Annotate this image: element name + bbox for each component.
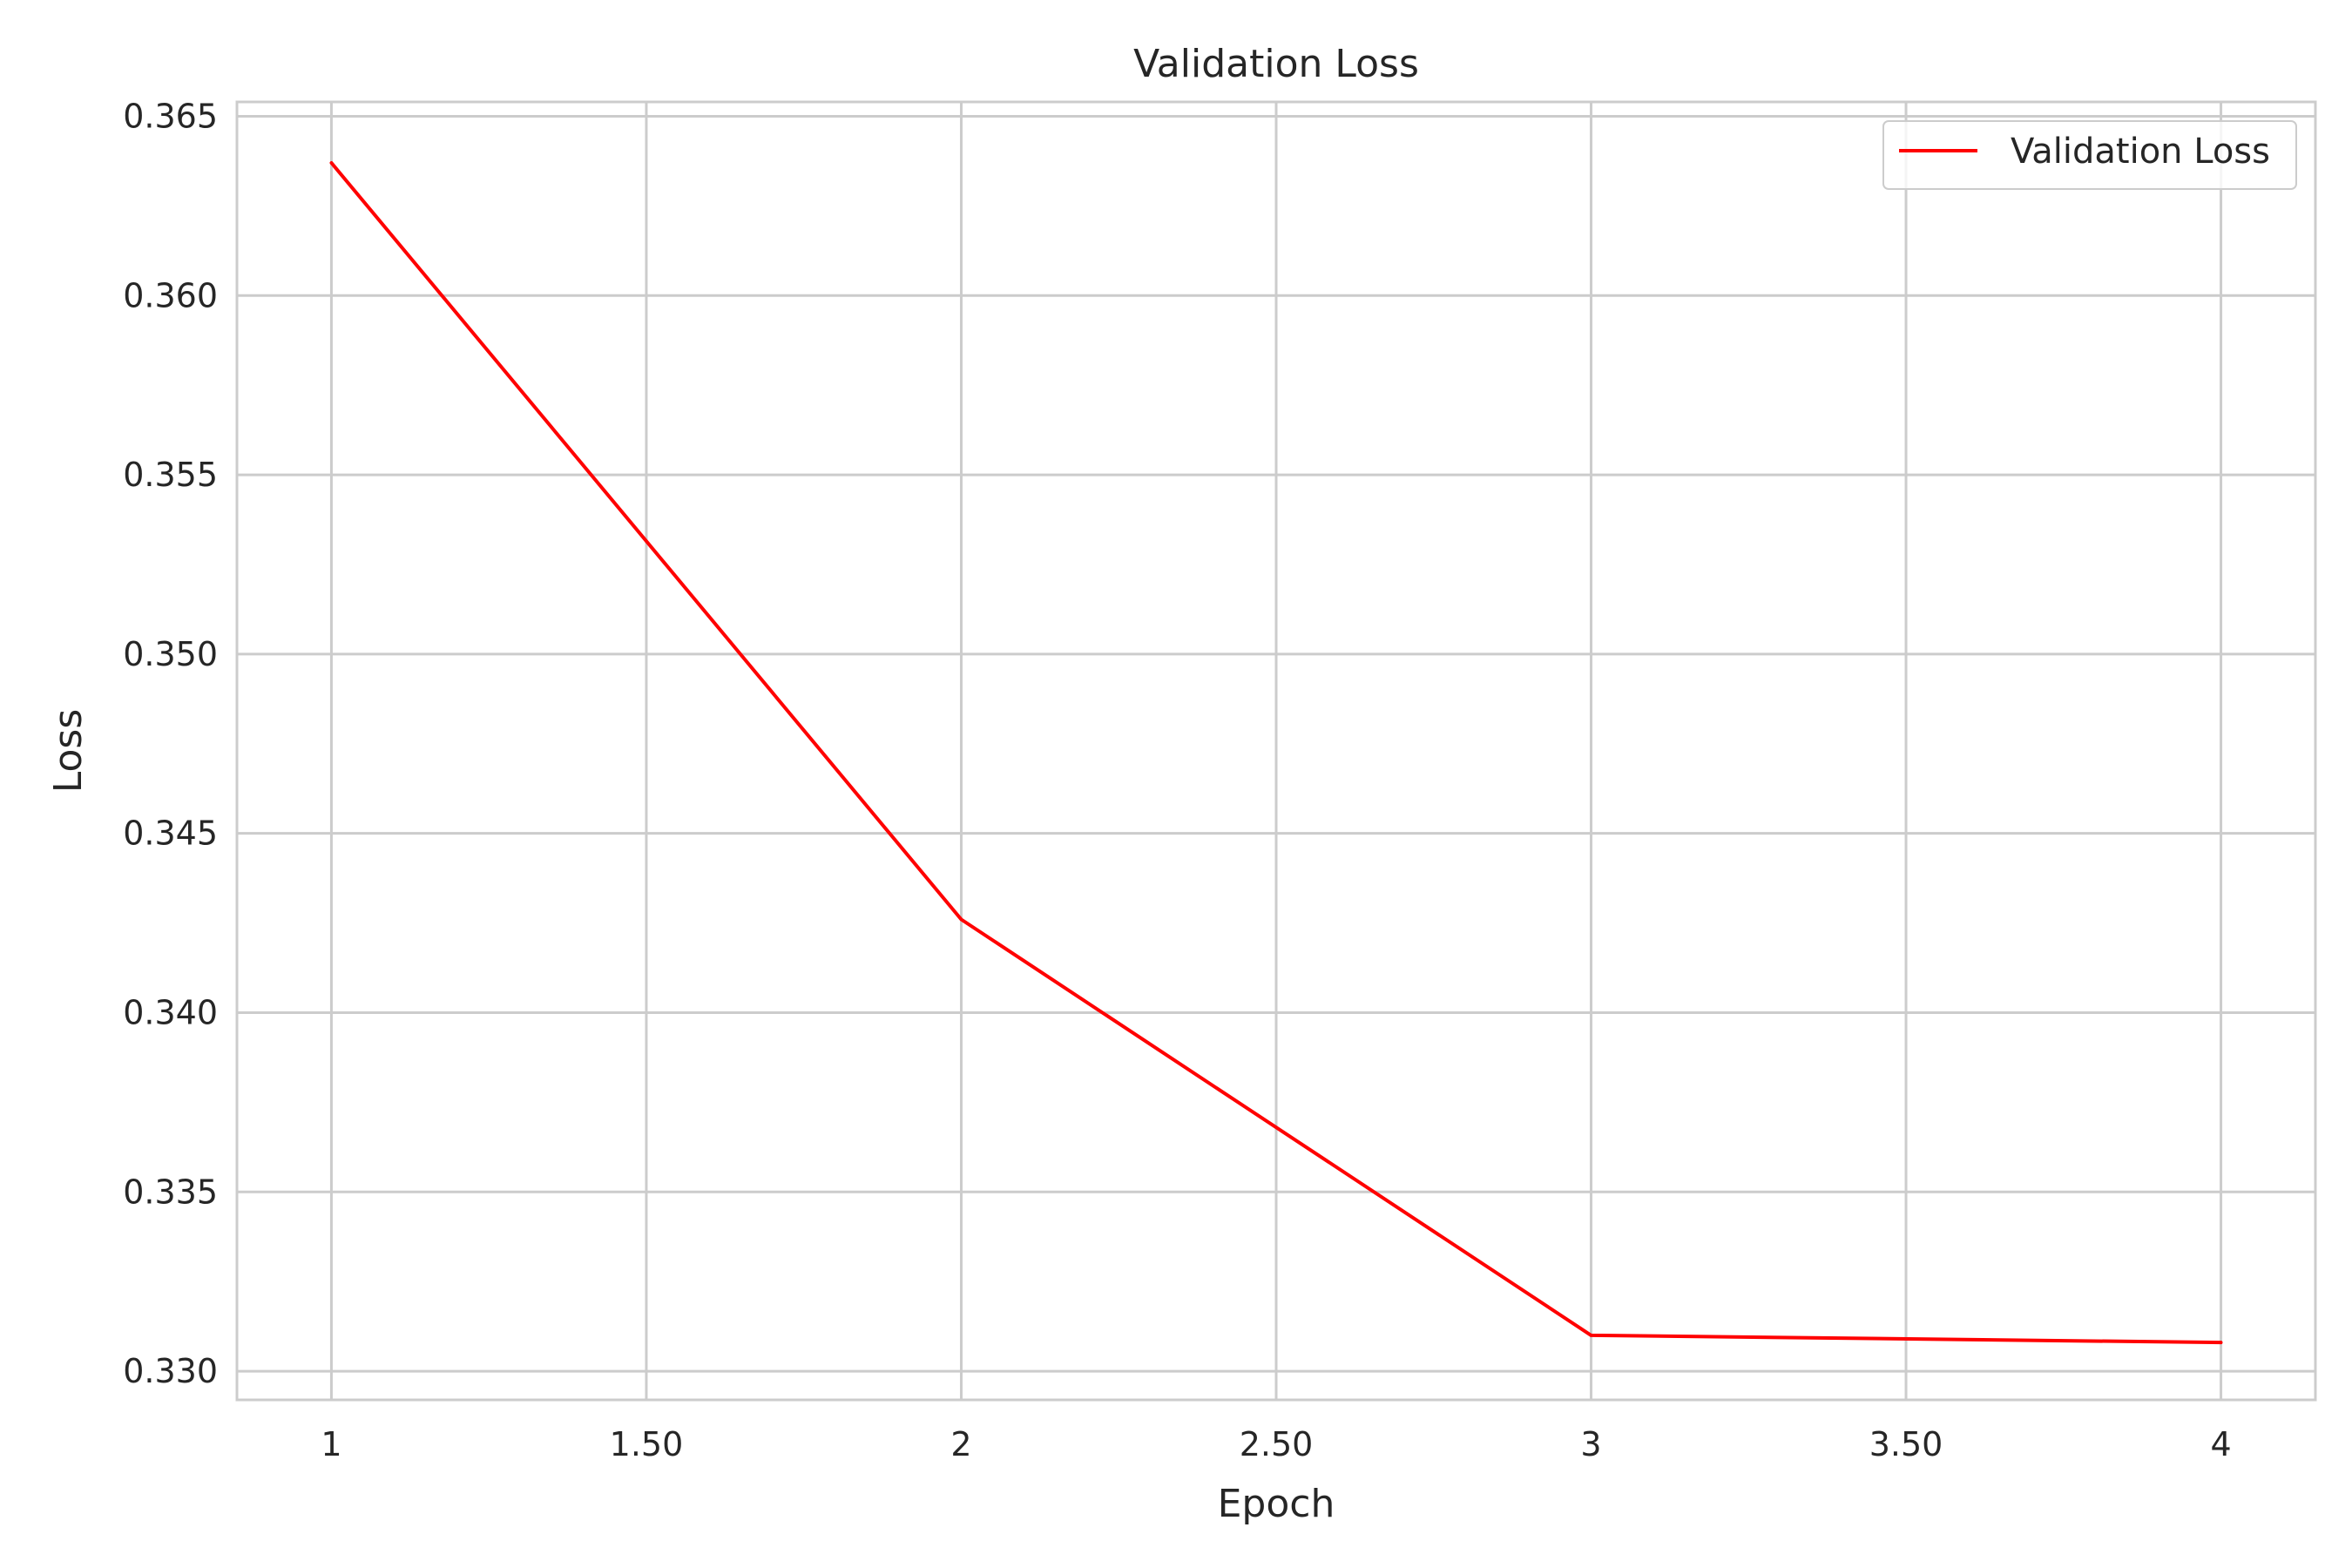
legend: Validation Loss xyxy=(1882,120,2297,190)
legend-box xyxy=(1882,120,2297,190)
y-tick-label: 0.350 xyxy=(123,635,218,673)
y-tick-label: 0.330 xyxy=(123,1352,218,1390)
x-tick-label: 3.50 xyxy=(1869,1425,1943,1463)
x-axis-title: Epoch xyxy=(1218,1482,1335,1526)
x-tick-label: 1 xyxy=(321,1425,341,1463)
x-tick-label: 3 xyxy=(1580,1425,1601,1463)
x-tick-label: 2 xyxy=(950,1425,971,1463)
x-axis-ticks: 1 1.50 2 2.50 3 3.50 4 xyxy=(321,1425,2231,1463)
series-line-validation-loss xyxy=(329,161,2223,1345)
plot-frame xyxy=(235,100,2317,1402)
chart-title: Validation Loss xyxy=(1133,42,1419,86)
y-axis-ticks: 0.330 0.335 0.340 0.345 0.350 0.355 0.360 0.365 xyxy=(123,97,218,1390)
x-tick-label: 2.50 xyxy=(1240,1425,1314,1463)
x-tick-label: 4 xyxy=(2210,1425,2231,1463)
plot-lines xyxy=(329,161,2223,1345)
y-tick-label: 0.335 xyxy=(123,1173,218,1211)
y-tick-label: 0.365 xyxy=(123,97,218,135)
y-tick-label: 0.345 xyxy=(123,814,218,853)
y-tick-label: 0.340 xyxy=(123,993,218,1031)
x-tick-label: 1.50 xyxy=(610,1425,684,1463)
y-tick-label: 0.360 xyxy=(123,276,218,314)
y-axis-title: Loss xyxy=(46,709,91,794)
y-tick-label: 0.355 xyxy=(123,456,218,494)
legend-label: Validation Loss xyxy=(2011,132,2270,172)
grid xyxy=(237,102,2315,1400)
